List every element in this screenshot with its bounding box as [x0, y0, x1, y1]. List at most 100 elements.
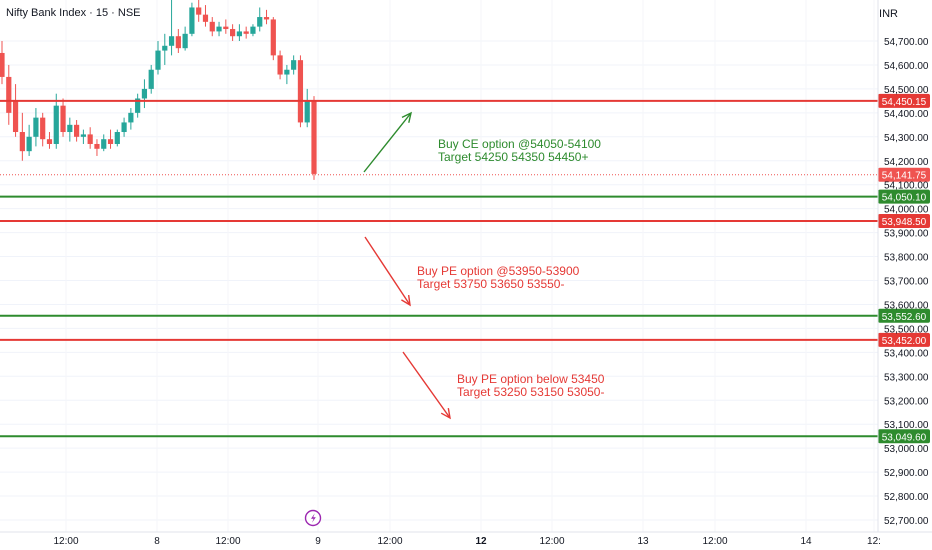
candle-body	[53, 105, 59, 144]
candle	[311, 96, 317, 180]
time-tick-label: 14	[800, 536, 812, 547]
candle	[297, 55, 304, 128]
arrows	[363, 111, 451, 420]
candle	[304, 88, 310, 128]
candle-body	[291, 60, 297, 70]
candle-body	[114, 132, 120, 144]
candle	[135, 93, 141, 118]
candle-body	[243, 31, 249, 34]
time-tick-label: 12:00	[53, 536, 78, 547]
arrow-shaft	[364, 236, 411, 306]
candle-body	[148, 69, 154, 89]
candle	[155, 41, 161, 75]
annotation-line: Buy PE option @53950-53900	[417, 264, 580, 278]
candle	[168, 0, 175, 56]
candle	[87, 127, 93, 149]
symbol-title[interactable]: Nifty Bank Index · 15 · NSE	[6, 7, 141, 19]
price-tick-label: 54,600.00	[884, 61, 929, 72]
candle-body	[297, 60, 304, 123]
lightning-icon	[311, 513, 316, 523]
candle-body	[19, 132, 25, 152]
price-tag	[878, 332, 930, 347]
candle-body	[12, 100, 19, 133]
price-tag	[878, 429, 930, 444]
time-tick-label: 12:00	[215, 536, 240, 547]
trend-arrow	[402, 351, 451, 420]
candle	[236, 24, 242, 41]
currency-label[interactable]: INR	[879, 8, 898, 20]
price-tag	[878, 189, 930, 204]
time-tick-label: 8	[154, 536, 160, 547]
candle-body	[304, 100, 310, 123]
price-tick-label: 54,400.00	[884, 109, 929, 120]
candle	[101, 134, 107, 152]
price-tag-label: 53,948.50	[882, 217, 927, 228]
time-tick-label: 12:00	[539, 536, 564, 547]
arrow-head	[401, 294, 411, 307]
current-price-label: 54,141.75	[882, 171, 927, 182]
candle-body	[60, 105, 66, 133]
time-tick-label: 13	[637, 536, 649, 547]
candle	[6, 64, 12, 125]
arrow-shaft	[402, 351, 451, 419]
candle-body	[175, 36, 181, 49]
price-tag-label: 54,050.10	[882, 193, 927, 204]
time-tick-label: 12:00	[377, 536, 402, 547]
price-tick-label: 53,500.00	[884, 324, 929, 335]
time-tick-label: 12:	[867, 536, 881, 547]
candle-body	[40, 117, 46, 140]
candle-body	[107, 139, 114, 144]
price-tick-label: 53,700.00	[884, 277, 929, 288]
price-axis[interactable]: 54,700.00 54,600.00 54,500.00 54,400.00 54,3…	[877, 0, 929, 532]
time-axis[interactable]: 12:00 8 12:00 9 12:00 12 12:00 13 12:00 14 12:	[0, 531, 932, 547]
candle	[94, 139, 100, 156]
price-tick-label: 54,500.00	[884, 85, 929, 96]
price-tick-label: 53,300.00	[884, 372, 929, 383]
candle	[189, 2, 195, 37]
candle-body	[270, 19, 276, 56]
candle-body	[311, 100, 317, 174]
arrow-head	[401, 111, 413, 123]
candle-body	[94, 143, 100, 149]
price-tag	[878, 308, 930, 323]
price-tick-label: 53,000.00	[884, 444, 929, 455]
price-tick-label: 53,600.00	[884, 300, 929, 311]
candle	[141, 79, 148, 109]
candle-body	[209, 21, 215, 32]
candle-body	[216, 26, 222, 32]
candle	[148, 64, 154, 94]
candle	[257, 7, 263, 32]
price-tick-label: 52,900.00	[884, 468, 929, 479]
candle	[209, 17, 215, 37]
candle-body	[182, 33, 188, 49]
candle-body	[141, 88, 148, 99]
candle	[121, 117, 127, 137]
candle	[263, 9, 270, 25]
annotation-line: Target 54250 54350 54450+	[438, 150, 589, 164]
event-marker[interactable]	[304, 509, 322, 527]
candle	[223, 19, 229, 34]
candle-body	[168, 36, 175, 46]
price-tick-label: 53,900.00	[884, 229, 929, 240]
trend-arrow	[363, 111, 413, 173]
price-tick-label: 54,300.00	[884, 133, 929, 144]
candle	[284, 64, 290, 85]
candle-body	[223, 26, 229, 30]
candle	[291, 55, 297, 75]
time-tick-label: 12:00	[702, 536, 727, 547]
candle	[182, 26, 188, 51]
current-price-tag	[878, 167, 930, 182]
annotation-line: Target 53750 53650 53550-	[417, 277, 565, 291]
candle-body	[230, 29, 236, 37]
price-tick-label: 52,800.00	[884, 492, 929, 503]
candle-body	[277, 55, 283, 75]
candle-body	[202, 14, 209, 22]
candle	[196, 0, 202, 22]
annotation-line: Buy CE option @54050-54100	[438, 137, 601, 151]
price-tag	[878, 213, 930, 228]
candle	[162, 33, 168, 65]
price-tick-label: 53,100.00	[884, 420, 929, 431]
candle	[74, 120, 80, 142]
candle	[128, 108, 134, 130]
